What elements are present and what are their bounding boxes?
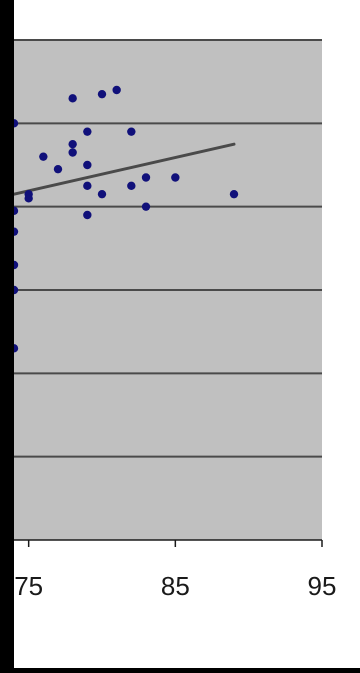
data-point-14	[83, 127, 92, 136]
data-point-18	[97, 89, 107, 99]
x-axis-tick-labels: 75 85 95	[14, 571, 336, 601]
data-point-25	[171, 173, 180, 182]
data-point-23	[141, 173, 151, 182]
data-point-12	[68, 139, 77, 149]
x-tick-label-2: 85	[161, 571, 190, 601]
x-axis-ticks	[27, 540, 323, 547]
gridlines	[14, 39, 322, 458]
data-point-17	[83, 210, 92, 220]
x-tick-label-3: 95	[308, 571, 337, 601]
data-point-21	[127, 127, 136, 136]
data-point-8	[24, 194, 33, 203]
x-tick-label-1: 75	[14, 571, 43, 601]
data-point-9	[39, 152, 48, 161]
trendline	[12, 142, 236, 196]
data-point-20	[112, 85, 121, 95]
data-point-22	[127, 181, 136, 191]
data-point-10	[53, 164, 63, 174]
data-point-15	[83, 160, 92, 170]
data-point-24	[141, 202, 151, 211]
trendline-group	[12, 142, 236, 196]
data-point-11	[68, 94, 77, 103]
left-black-band	[0, 0, 14, 668]
data-point-19	[97, 189, 107, 199]
data-point-13	[68, 148, 77, 157]
data-point-26	[229, 189, 239, 199]
data-point-16	[83, 181, 92, 191]
